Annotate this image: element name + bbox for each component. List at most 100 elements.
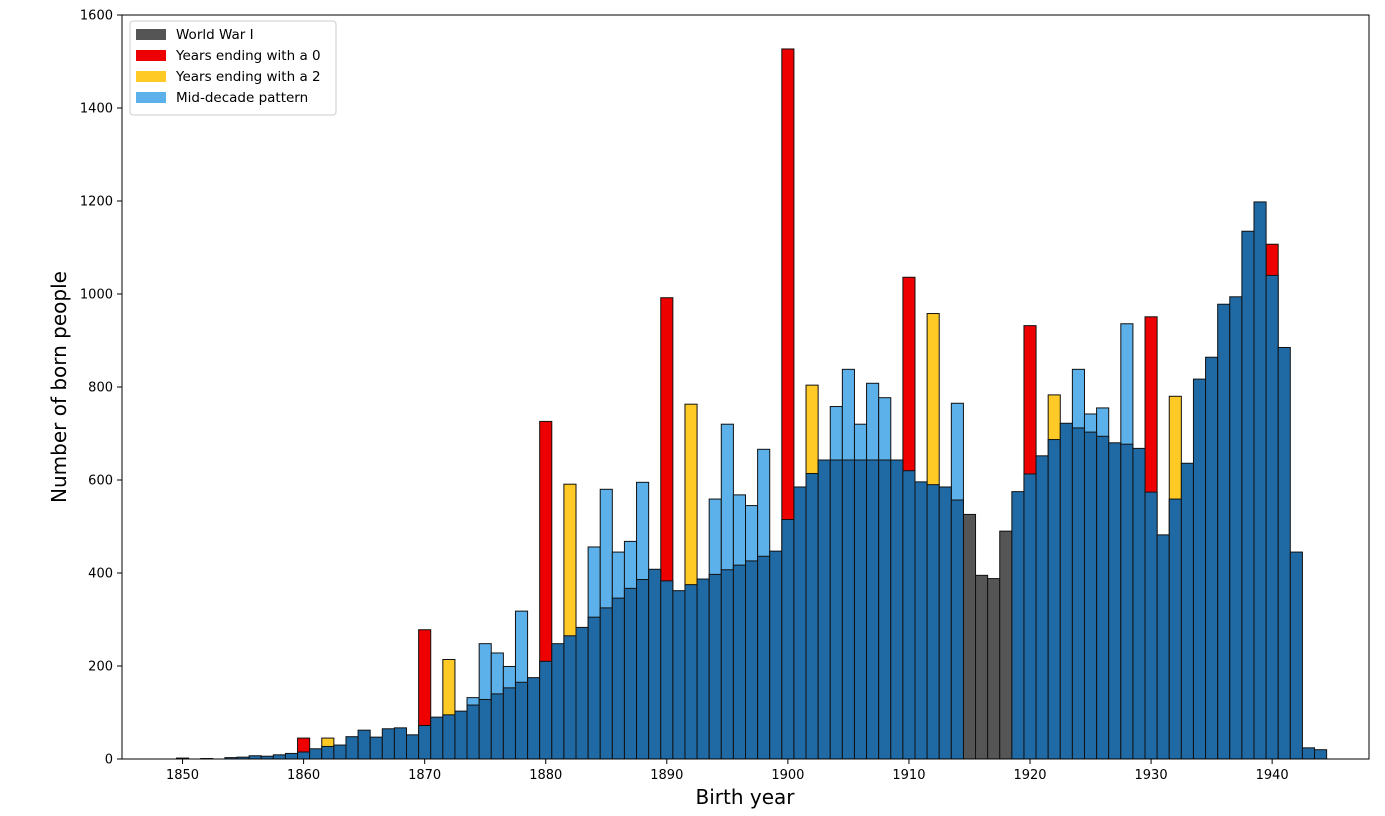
bar-base	[1144, 491, 1158, 760]
bar-base	[369, 736, 383, 760]
bar-base	[539, 660, 553, 760]
legend-label: Years ending with a 2	[175, 69, 321, 85]
bar-base	[926, 484, 940, 760]
bar-base	[696, 578, 710, 760]
bar-base	[381, 728, 395, 760]
bar-base	[514, 681, 529, 760]
bar-base	[1229, 296, 1243, 760]
bar-base	[345, 736, 359, 760]
x-tick-label: 1940	[1256, 768, 1289, 783]
y-tick-label: 200	[88, 660, 113, 675]
x-tick-label: 1880	[529, 768, 562, 783]
bar-base	[1277, 346, 1291, 760]
bar-base	[321, 745, 335, 760]
legend-label: World War I	[176, 27, 254, 43]
bar-base	[418, 725, 432, 760]
bar-base	[769, 550, 783, 760]
bar-base	[1217, 303, 1231, 760]
bar-base	[393, 727, 408, 760]
bar-base	[817, 459, 831, 760]
bar-base	[745, 560, 759, 760]
x-tick-label: 1900	[771, 768, 804, 783]
bar-base	[805, 472, 819, 760]
bar-base	[938, 486, 952, 760]
bar-base	[1253, 201, 1267, 760]
plot-frame	[121, 14, 1370, 760]
bar-base	[430, 716, 444, 760]
bar-world-war-1	[987, 578, 1001, 760]
bar-base	[272, 754, 286, 760]
legend-label: Mid-decade pattern	[176, 90, 308, 106]
legend: World War I Years ending with a 0 Years en…	[129, 20, 337, 116]
bar-base	[466, 704, 480, 760]
bar-base	[866, 459, 880, 760]
bar-base	[442, 714, 456, 760]
legend-box	[129, 20, 337, 116]
bar-base	[708, 573, 722, 760]
bar-base	[490, 693, 504, 760]
bar-base	[1096, 435, 1110, 760]
y-tick-label: 0	[105, 753, 113, 768]
y-tick-label: 1000	[80, 288, 113, 303]
bar-base	[1265, 274, 1279, 760]
bar-base	[1011, 491, 1025, 760]
x-tick-label: 1930	[1135, 768, 1168, 783]
bar-base	[890, 459, 904, 760]
x-axis-title: Birth year	[696, 785, 796, 809]
bar-base	[1083, 431, 1098, 760]
bar-base	[902, 470, 916, 760]
x-axis-ticks: 1850 1860 1870 1880 1890 1900 1910 1920 1930 1940	[166, 759, 1289, 783]
y-tick-label: 800	[88, 381, 113, 396]
bar-world-war-1	[975, 574, 989, 760]
bar-world-war-1	[962, 513, 977, 760]
bar-base	[1314, 749, 1328, 760]
x-tick-label: 1860	[287, 768, 320, 783]
legend-swatch	[136, 50, 166, 61]
bar-base	[793, 486, 807, 760]
bar-base	[1035, 455, 1049, 760]
bar-base	[478, 698, 492, 760]
bar-base	[660, 580, 674, 760]
x-tick-label: 1850	[166, 768, 199, 783]
bar-base	[781, 519, 795, 760]
bar-base	[720, 569, 734, 760]
y-tick-label: 1400	[80, 102, 113, 117]
bar-base	[1047, 439, 1061, 760]
legend-swatch	[136, 29, 166, 40]
bar-base	[732, 564, 747, 760]
x-tick-label: 1890	[650, 768, 683, 783]
bar-base	[623, 587, 638, 760]
legend-swatch	[136, 71, 166, 82]
bar-base	[563, 635, 577, 760]
bar-base	[551, 643, 565, 760]
bar-base	[309, 748, 323, 760]
bar-base	[333, 744, 347, 760]
y-tick-label: 1200	[80, 195, 113, 210]
y-axis-ticks: 0 200 400 600 800 1000 1200 1400 1600	[80, 9, 122, 768]
bar-base	[878, 459, 892, 760]
legend-swatch	[136, 92, 166, 103]
bar-base	[1108, 442, 1122, 760]
bar-base	[672, 590, 686, 760]
y-axis-title: Number of born people	[47, 271, 71, 503]
bar-base	[841, 459, 855, 760]
bar-base	[599, 607, 613, 760]
x-tick-label: 1910	[892, 768, 925, 783]
y-tick-label: 600	[88, 474, 113, 489]
bar-base	[1241, 230, 1255, 760]
bar-base	[527, 677, 541, 760]
bar-base	[1071, 427, 1085, 760]
x-tick-label: 1870	[408, 768, 441, 783]
legend-label: Years ending with a 0	[175, 48, 321, 64]
bar-base	[1120, 443, 1134, 760]
bar-base	[284, 752, 299, 760]
bar-base	[853, 459, 868, 760]
bar-base	[636, 579, 650, 760]
bar-base	[648, 568, 662, 760]
bar-base	[1301, 747, 1316, 760]
bar-base	[587, 616, 601, 760]
bar-base	[1289, 551, 1303, 760]
bar-base	[1023, 473, 1037, 760]
bar-world-war-1	[999, 530, 1013, 760]
